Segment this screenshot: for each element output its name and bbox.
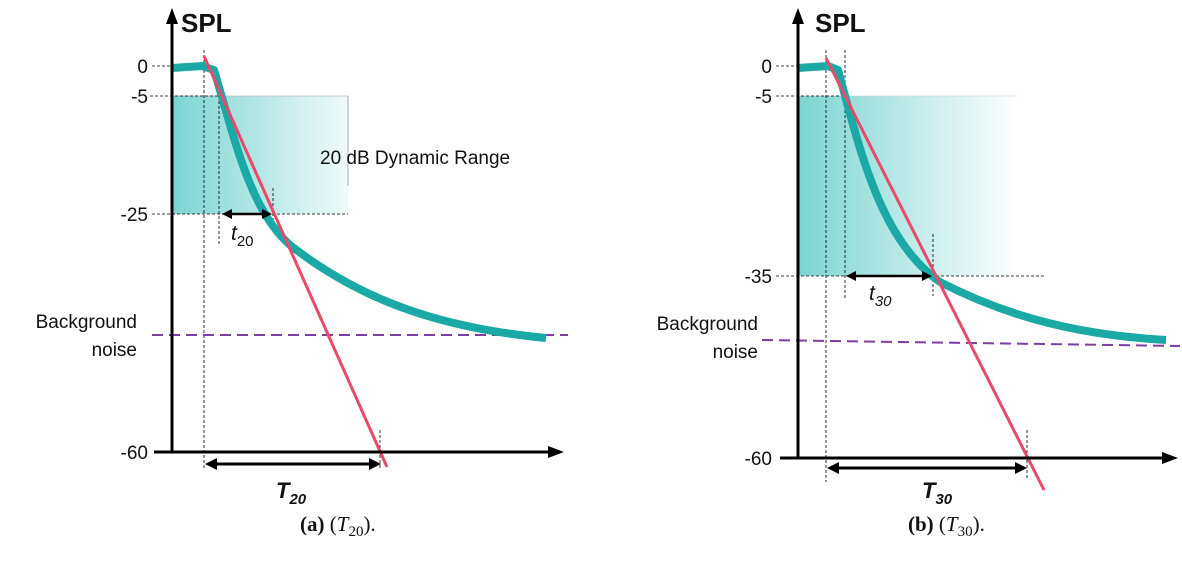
tick-minus-5: -5 [131, 87, 148, 108]
caption-a-symbol: T [336, 512, 349, 536]
caption-b-sub: 30 [957, 524, 973, 541]
decay-curve [171, 62, 547, 342]
x-axis-arrow [548, 446, 564, 458]
noise-label-line2: noise [713, 342, 758, 363]
y-axis-title: SPL [815, 8, 866, 38]
caption-a: (a) (T20). [300, 512, 376, 541]
x-axis-arrow [1162, 452, 1178, 464]
tick-0: 0 [137, 57, 148, 78]
tick-minus-5: -5 [755, 87, 772, 108]
caption-a-tag: (a) [300, 512, 325, 536]
t30-arrow [846, 271, 932, 281]
caption-a-open: ( [329, 512, 337, 536]
caption-a-close: ). [363, 512, 376, 536]
y-axis-arrow [166, 8, 178, 24]
caption-b-open: ( [938, 512, 946, 536]
noise-label-line2: noise [92, 340, 137, 361]
y-axis-title: SPL [181, 8, 232, 38]
panel-b: SPL 0 -5 -35 -60 Background noise t30 T3… [657, 8, 1181, 508]
T20-label: T20 [276, 478, 307, 508]
panel-a: SPL 0 -5 -25 -60 20 dB Dynamic Range Bac… [36, 8, 568, 508]
t20-arrow [222, 209, 272, 219]
tick-minus-60: -60 [121, 443, 148, 464]
caption-b-symbol: T [945, 512, 958, 536]
dynamic-range-label: 20 dB Dynamic Range [320, 148, 510, 169]
regression-line [202, 55, 389, 468]
regression-line [824, 57, 1046, 491]
noise-label-line1: Background [657, 314, 758, 335]
caption-a-sub: 20 [348, 524, 364, 541]
T30-arrow [827, 462, 1027, 474]
caption-b: (b) (T30). [908, 512, 985, 541]
dynamic-range-region [172, 96, 348, 214]
T20-arrow [205, 458, 381, 470]
tick-0: 0 [761, 57, 772, 78]
y-axis-arrow [792, 8, 804, 24]
tick-minus-25: -25 [121, 205, 148, 226]
t30-label: t30 [869, 282, 892, 310]
tick-minus-60: -60 [745, 449, 772, 470]
caption-b-tag: (b) [908, 512, 934, 536]
t20-label: t20 [231, 222, 254, 250]
tick-minus-35: -35 [745, 267, 772, 288]
noise-label-line1: Background [36, 312, 137, 333]
T30-label: T30 [922, 478, 953, 508]
caption-b-close: ). [972, 512, 985, 536]
